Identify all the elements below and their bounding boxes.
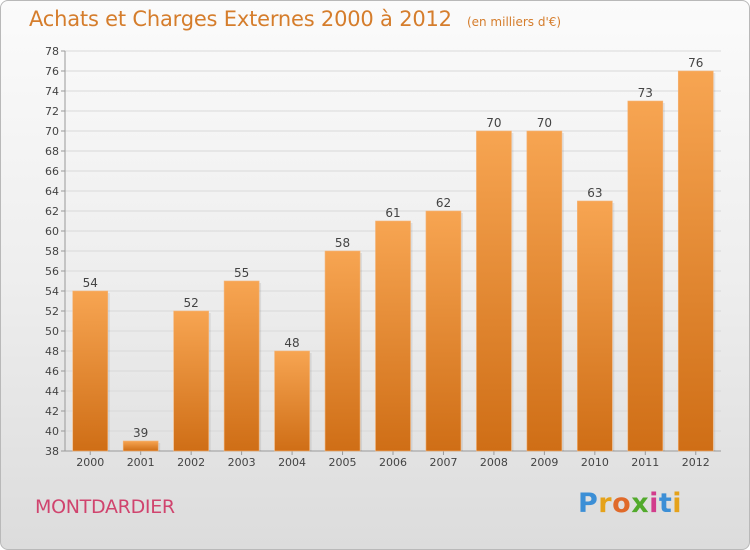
y-tick-label: 38	[45, 445, 59, 458]
x-tick-label: 2012	[682, 456, 710, 469]
x-tick-label: 2004	[278, 456, 306, 469]
bar	[577, 200, 613, 452]
brand-letter: r	[598, 488, 613, 519]
y-tick-label: 68	[45, 145, 59, 158]
y-tick-label: 74	[45, 85, 59, 98]
bar	[274, 350, 310, 452]
chart-title: Achats et Charges Externes 2000 à 2012	[29, 7, 452, 31]
x-tick-label: 2003	[228, 456, 256, 469]
label-layer: 54 2000 39 2001 52 2002 55 2003 48 2004 58 2005 61 20…	[76, 56, 710, 469]
brand-letter: i	[672, 488, 683, 519]
bar-value-label: 39	[133, 426, 148, 440]
brand-letter: P	[578, 488, 599, 519]
y-tick-label: 78	[45, 45, 59, 58]
bar-value-label: 63	[587, 186, 602, 200]
y-tick-label: 54	[45, 285, 59, 298]
bar-value-label: 55	[234, 266, 249, 280]
bar	[375, 220, 411, 452]
bar	[526, 130, 563, 452]
bar-value-label: 52	[184, 296, 199, 310]
brand-letter: x	[631, 488, 650, 519]
x-tick-label: 2005	[329, 456, 357, 469]
y-tick-label: 56	[45, 265, 59, 278]
y-tick-label: 70	[45, 125, 59, 138]
x-tick-label: 2011	[631, 456, 659, 469]
bar	[223, 280, 260, 452]
bar	[627, 100, 664, 452]
y-tick-label: 44	[45, 385, 59, 398]
bar	[173, 310, 209, 452]
y-tick-label: 62	[45, 205, 59, 218]
bar-layer	[72, 70, 716, 452]
bar-value-label: 61	[385, 206, 400, 220]
bar	[476, 130, 512, 452]
chart-subtitle: (en milliers d'€)	[466, 15, 562, 29]
bar	[72, 290, 109, 452]
y-tick-label: 40	[45, 425, 59, 438]
bar	[425, 210, 462, 452]
y-tick-label: 76	[45, 65, 59, 78]
bar-value-label: 54	[83, 276, 98, 290]
x-tick-label: 2009	[530, 456, 558, 469]
y-tick-label: 46	[45, 365, 59, 378]
bar	[122, 440, 159, 452]
y-tick-label: 58	[45, 245, 59, 258]
bar-value-label: 73	[638, 86, 653, 100]
y-tick-label: 52	[45, 305, 59, 318]
bar-value-label: 76	[688, 56, 703, 70]
y-tick-label: 66	[45, 165, 59, 178]
bar-value-label: 58	[335, 236, 350, 250]
bar	[677, 70, 714, 452]
y-tick-label: 72	[45, 105, 59, 118]
x-tick-label: 2001	[127, 456, 155, 469]
brand-letter: o	[612, 488, 632, 519]
bar-value-label: 70	[537, 116, 552, 130]
x-tick-label: 2006	[379, 456, 407, 469]
y-tick-label: 48	[45, 345, 59, 358]
x-tick-label: 2008	[480, 456, 508, 469]
bar-value-label: 48	[284, 336, 299, 350]
x-tick-label: 2007	[429, 456, 457, 469]
bar-value-label: 70	[486, 116, 501, 130]
brand-letter: t	[658, 488, 673, 519]
x-tick-label: 2002	[177, 456, 205, 469]
x-tick-label: 2000	[76, 456, 104, 469]
brand-logo: Proxiti	[578, 488, 682, 519]
bar-value-label: 62	[436, 196, 451, 210]
y-tick-label: 42	[45, 405, 59, 418]
brand-letter: i	[649, 488, 659, 519]
y-tick-label: 64	[45, 185, 59, 198]
title-row: Achats et Charges Externes 2000 à 2012 (…	[29, 7, 561, 31]
bar	[324, 250, 361, 452]
y-tick-label: 60	[45, 225, 59, 238]
y-tick-label: 50	[45, 325, 59, 338]
place-name: MONTDARDIER	[35, 496, 175, 518]
x-tick-label: 2010	[581, 456, 609, 469]
